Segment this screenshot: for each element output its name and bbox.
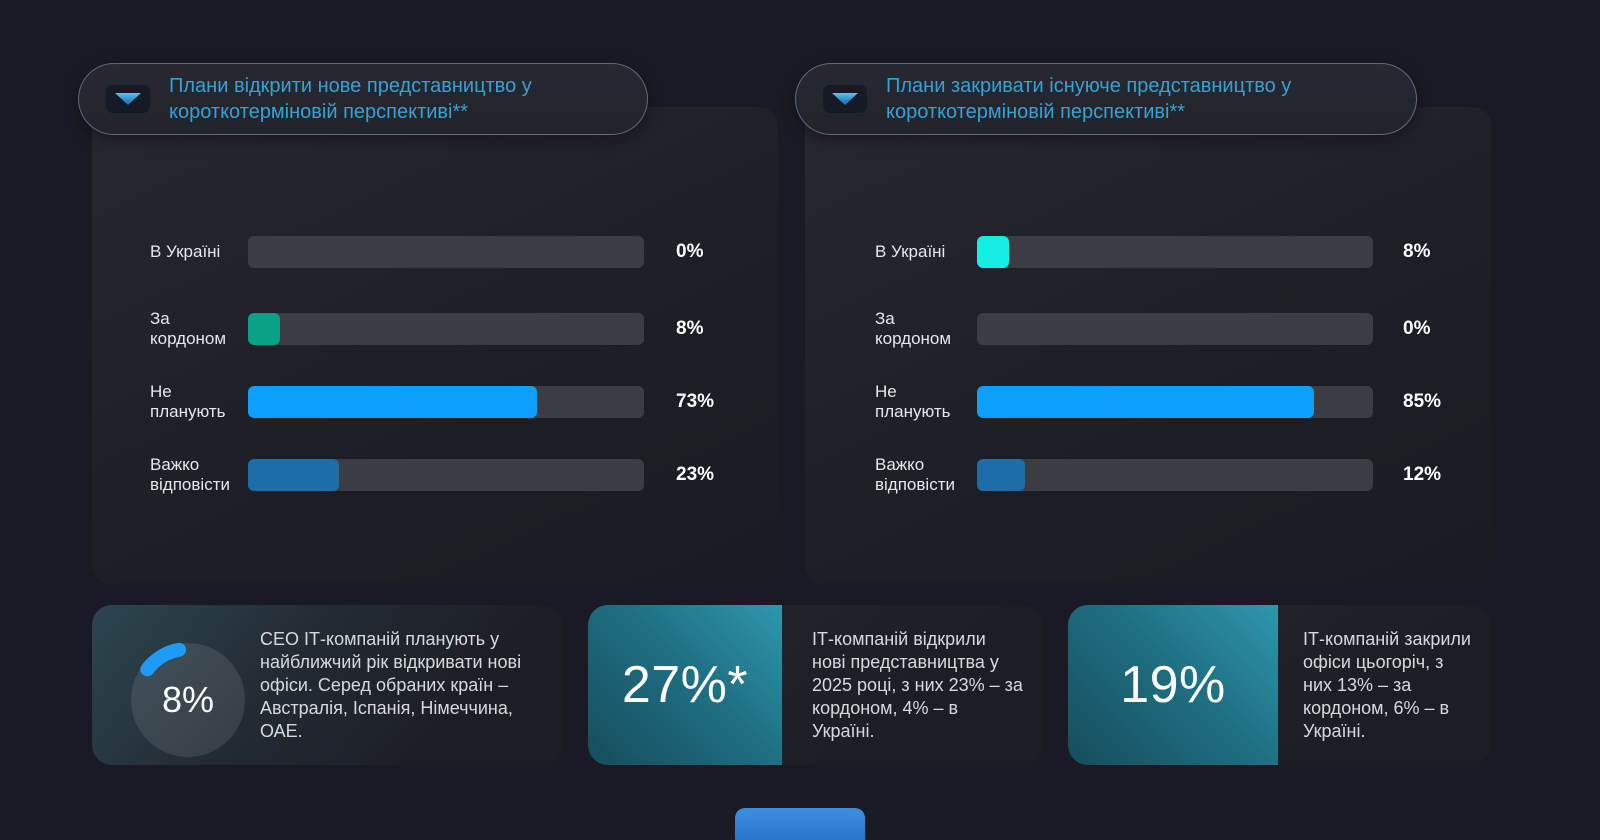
bar-row-label: Не планують — [875, 382, 951, 422]
header-pill-open-plans[interactable]: Плани відкрити нове представництво у кор… — [78, 63, 648, 135]
panel-close-plans: В Україні 8% За кордоном 0% Не планують … — [805, 107, 1491, 583]
bar-row: Не планують 73% — [150, 382, 778, 421]
bar-value-label: 0% — [676, 241, 704, 262]
chart-title: Плани відкрити нове представництво у кор… — [169, 74, 532, 123]
chevron-down-icon — [823, 85, 867, 113]
stat-highlight-block: 27%* — [588, 605, 782, 765]
bar-value-label: 8% — [1403, 241, 1431, 262]
bar-row: Не планують 85% — [875, 382, 1491, 421]
bottom-cut-button[interactable] — [735, 808, 865, 840]
bar-fill — [248, 313, 280, 346]
bar-fill — [248, 386, 538, 419]
bar-track — [977, 236, 1373, 268]
stat-highlight-block: 19% — [1068, 605, 1278, 765]
chevron-down-icon — [106, 85, 150, 113]
donut-chart: 8% — [131, 643, 245, 757]
stat-value: 19% — [1120, 656, 1226, 714]
stat-card-text: CEO ІТ-компаній планують у найближчий рі… — [260, 628, 522, 741]
bar-row-label: За кордоном — [875, 309, 952, 349]
bar-row-label: Важко відповісти — [875, 455, 955, 495]
bar-row-label: В Україні — [150, 241, 221, 261]
bar-row-label: Важко відповісти — [150, 455, 230, 495]
bar-track — [977, 459, 1373, 492]
bar-track — [977, 313, 1373, 346]
bar-row: В Україні 0% — [150, 236, 778, 268]
bar-row: В Україні 8% — [875, 236, 1491, 268]
stat-card-text: ІТ-компаній закрили офіси цьогоріч, з ни… — [1303, 628, 1471, 741]
bar-fill — [248, 459, 340, 492]
bar-value-label: 12% — [1403, 464, 1442, 486]
bar-track — [248, 386, 644, 419]
chart-close-plans: В Україні 8% За кордоном 0% Не планують … — [805, 107, 1491, 494]
bar-row: Важко відповісти 12% — [875, 455, 1491, 494]
bar-value-label: 8% — [676, 318, 704, 340]
bar-row: За кордоном 0% — [875, 309, 1491, 348]
bar-row: За кордоном 8% — [150, 309, 778, 348]
chart-title: Плани закривати існуюче представництво у… — [886, 74, 1292, 123]
panel-open-plans: В Україні 0% За кордоном 8% Не планують … — [92, 107, 778, 583]
stat-card-closed-offices: 19% ІТ-компаній закрили офіси цьогоріч, … — [1068, 605, 1490, 765]
bar-fill — [977, 459, 1025, 492]
stat-value: 27%* — [621, 656, 749, 714]
bar-value-label: 73% — [676, 391, 715, 413]
bar-row-label: Не планують — [150, 382, 226, 422]
donut-value: 8% — [161, 679, 215, 720]
bar-track — [248, 313, 644, 346]
bar-value-label: 85% — [1403, 391, 1442, 413]
stat-card-opened-2025: 27%* ІТ-компаній відкрили нові представн… — [588, 605, 1043, 765]
stat-card-text: ІТ-компаній відкрили нові представництва… — [812, 628, 1023, 741]
bar-row-label: В Україні — [875, 241, 946, 261]
chart-open-plans: В Україні 0% За кордоном 8% Не планують … — [92, 107, 778, 494]
bar-value-label: 23% — [676, 464, 715, 486]
bar-track — [977, 386, 1373, 419]
bar-row-label: За кордоном — [150, 309, 227, 349]
header-pill-close-plans[interactable]: Плани закривати існуюче представництво у… — [795, 63, 1417, 135]
stat-card-open-ceo: 8% CEO ІТ-компаній планують у найближчий… — [92, 605, 563, 765]
bar-fill — [977, 236, 1009, 268]
bar-track — [248, 459, 644, 492]
bar-track — [248, 236, 644, 268]
bar-row: Важко відповісти 23% — [150, 455, 778, 494]
bar-value-label: 0% — [1403, 318, 1431, 340]
bar-fill — [977, 386, 1314, 419]
